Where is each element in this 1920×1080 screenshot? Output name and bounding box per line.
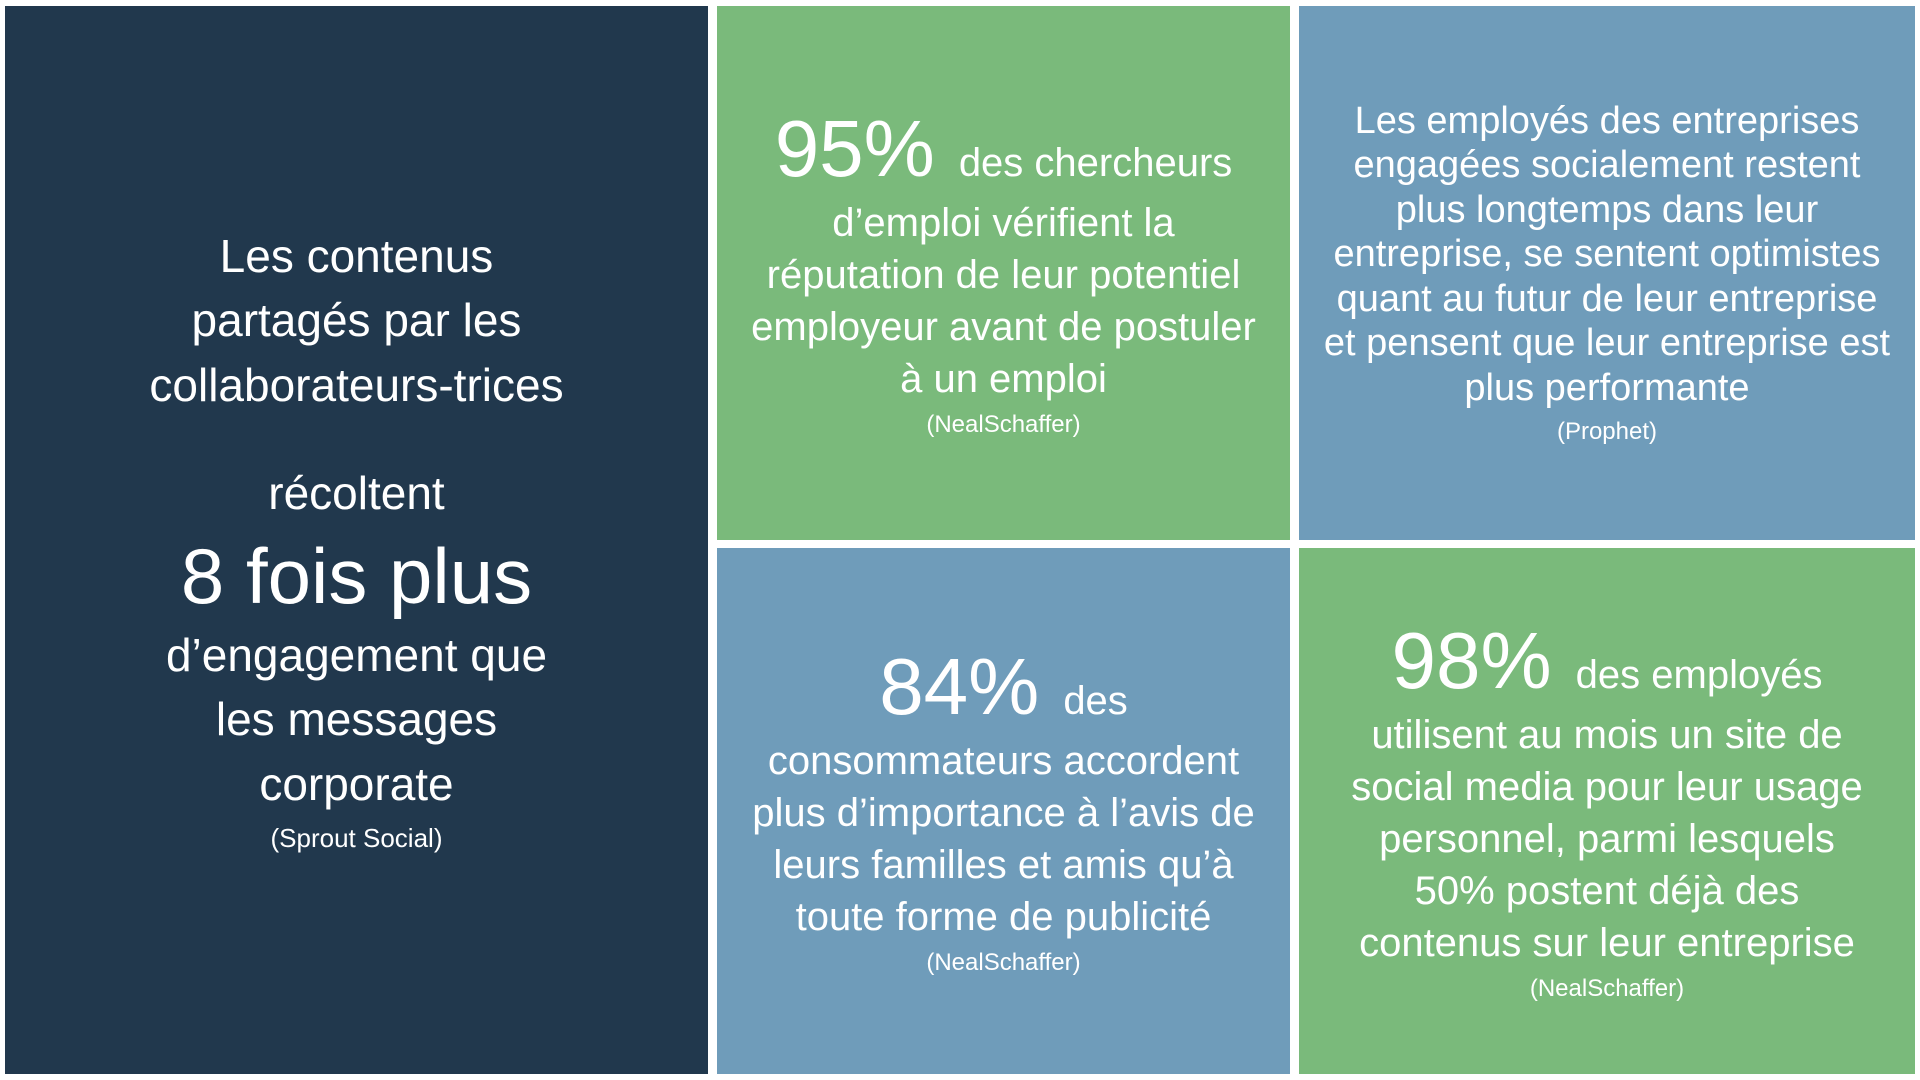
source-citation: (NealSchaffer) — [926, 949, 1081, 977]
panel-employees-social-media-usage: 98% des employés utilisent au mois un si… — [1299, 548, 1915, 1074]
left-outro-text: d’engagement que les messages corporate — [165, 629, 548, 810]
stat-number: 98% — [1391, 616, 1552, 706]
stat-number: 95% — [774, 104, 935, 194]
left-stat-highlight: 8 fois plus — [180, 531, 533, 620]
stat-body-text: utilisent au mois un site de social medi… — [1351, 713, 1863, 966]
panel-engaged-companies-retention: Les employés des entreprises engagées so… — [1299, 6, 1915, 540]
left-intro-text: Les contenus partagés par les collaborat… — [149, 229, 564, 411]
stat-line: 84% des — [879, 643, 1128, 731]
source-citation: (Prophet) — [1556, 417, 1658, 445]
stat-line: 95% des chercheurs — [775, 105, 1233, 193]
stat-suffix: des employés — [1575, 653, 1823, 698]
source-citation: (NealSchaffer) — [926, 411, 1081, 439]
left-verb-text: récoltent — [268, 467, 445, 520]
left-source-citation: (Sprout Social) — [270, 823, 443, 854]
stat-body-text: d’emploi vérifient la réputation de leur… — [751, 201, 1256, 402]
stat-number: 84% — [879, 642, 1040, 732]
stat-suffix: des chercheurs — [958, 141, 1233, 186]
stat-suffix: des — [1063, 679, 1128, 724]
prose-body-text: Les employés des entreprises engagées so… — [1323, 99, 1891, 409]
source-citation: (NealSchaffer) — [1529, 975, 1685, 1003]
stat-body-text: consommateurs accordent plus d’importanc… — [752, 739, 1255, 940]
panel-job-seekers-reputation: 95% des chercheurs d’emploi vérifient la… — [717, 6, 1290, 540]
stat-line: 98% des employés — [1392, 617, 1823, 705]
panel-shared-content-engagement: Les contenus partagés par les collaborat… — [5, 6, 708, 1074]
panel-consumers-trust-family: 84% des consommateurs accordent plus d’i… — [717, 548, 1290, 1074]
